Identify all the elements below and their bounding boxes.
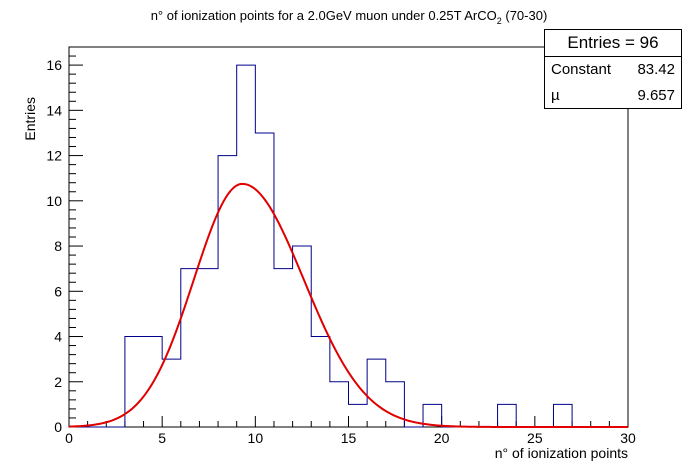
histogram-outline xyxy=(69,64,628,428)
histogram-bar xyxy=(349,404,368,427)
histogram-bar xyxy=(255,133,274,427)
x-tick-label: 30 xyxy=(620,430,636,446)
histogram-bar xyxy=(498,404,517,427)
histogram-bar xyxy=(553,404,572,427)
histogram-bar xyxy=(367,359,386,427)
y-tick-label: 2 xyxy=(54,374,62,390)
histogram-bar xyxy=(311,337,330,427)
x-tick-label: 15 xyxy=(341,430,357,446)
stats-box: Entries = 96 Constant 83.42 µ 9.657 xyxy=(544,29,682,109)
x-tick-label: 20 xyxy=(434,430,450,446)
y-tick-label: 16 xyxy=(46,57,62,73)
x-tick-label: 5 xyxy=(158,430,166,446)
histogram-bar xyxy=(386,382,405,427)
stats-mu-value: 9.657 xyxy=(637,87,675,104)
y-tick-label: 4 xyxy=(54,329,62,345)
histogram-bar xyxy=(274,269,293,427)
y-tick-label: 8 xyxy=(54,238,62,254)
histogram-bar xyxy=(330,382,349,427)
x-tick-label: 25 xyxy=(527,430,543,446)
y-tick-label: 10 xyxy=(46,193,62,209)
x-tick-label: 0 xyxy=(65,430,73,446)
y-tick-label: 6 xyxy=(54,283,62,299)
stats-entries: Entries = 96 xyxy=(545,30,681,57)
stats-constant-row: Constant 83.42 xyxy=(545,57,681,83)
y-tick-label: 14 xyxy=(46,102,62,118)
x-tick-label: 10 xyxy=(248,430,264,446)
histogram-series xyxy=(69,64,628,428)
y-tick-label: 0 xyxy=(54,419,62,435)
fit-curve xyxy=(68,182,628,428)
stats-mu-label: µ xyxy=(551,87,560,104)
stats-mu-row: µ 9.657 xyxy=(545,83,681,109)
histogram-bar xyxy=(162,359,181,427)
stats-constant-value: 83.42 xyxy=(637,61,675,78)
axis-ticks: 0 5 10 15 20 25 30 0 2 4 6 8 10 12 14 16 xyxy=(46,46,636,446)
x-axis-label: n° of ionization points xyxy=(495,445,628,461)
y-tick-label: 12 xyxy=(46,148,62,164)
histogram-bar xyxy=(125,337,144,427)
histogram-bar xyxy=(237,65,256,427)
stats-constant-label: Constant xyxy=(551,61,612,78)
histogram-bar xyxy=(199,269,218,427)
chart-title: n° of ionization points for a 2.0GeV muo… xyxy=(151,8,548,26)
y-axis-label: Entries xyxy=(22,97,38,141)
